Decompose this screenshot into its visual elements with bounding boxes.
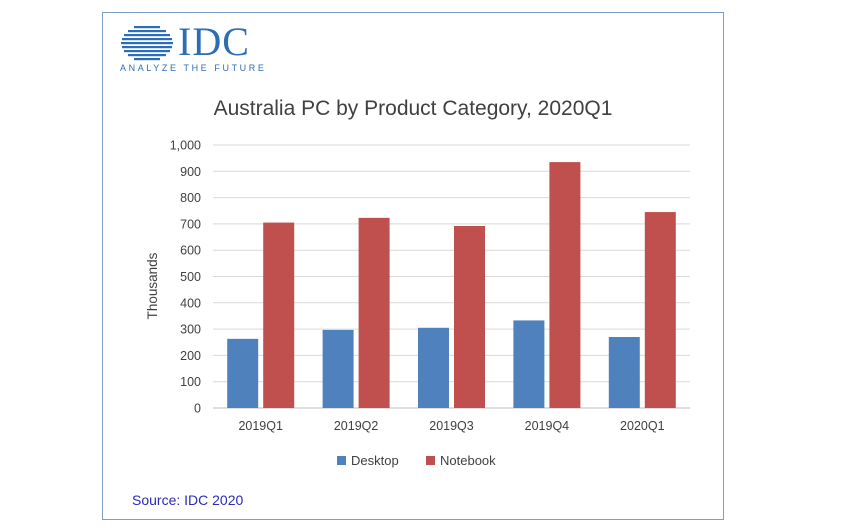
y-tick-label: 500 bbox=[180, 270, 201, 284]
source-note: Source: IDC 2020 bbox=[132, 492, 244, 508]
bar-desktop-2019Q4 bbox=[513, 320, 545, 408]
bar-desktop-2019Q1 bbox=[227, 338, 259, 408]
legend-label-desktop: Desktop bbox=[351, 453, 399, 468]
y-tick-label: 600 bbox=[180, 244, 201, 258]
x-tick-label: 2019Q1 bbox=[238, 419, 283, 433]
x-tick-label: 2019Q3 bbox=[429, 419, 474, 433]
logo-tagline: ANALYZE THE FUTURE bbox=[120, 63, 267, 73]
y-tick-label: 700 bbox=[180, 217, 201, 231]
y-axis-label: Thousands bbox=[145, 252, 160, 319]
bar-notebook-2019Q3 bbox=[454, 226, 485, 408]
x-tick-label: 2020Q1 bbox=[620, 419, 665, 433]
x-tick-label: 2019Q2 bbox=[334, 419, 379, 433]
logo-wordmark: IDC bbox=[178, 19, 250, 64]
legend-swatch-desktop bbox=[337, 456, 346, 465]
y-tick-label: 800 bbox=[180, 191, 201, 205]
y-tick-label: 100 bbox=[180, 375, 201, 389]
idc-logo: IDC ANALYZE THE FUTURE bbox=[120, 20, 264, 76]
bar-notebook-2019Q2 bbox=[358, 217, 390, 408]
legend-label-notebook: Notebook bbox=[440, 453, 496, 468]
y-tick-label: 400 bbox=[180, 296, 201, 310]
y-tick-label: 900 bbox=[180, 165, 201, 179]
bar-notebook-2019Q4 bbox=[549, 162, 581, 408]
legend-swatch-notebook bbox=[426, 456, 435, 465]
bars bbox=[227, 162, 676, 408]
chart-frame bbox=[102, 12, 724, 520]
bar-desktop-2019Q3 bbox=[418, 327, 449, 408]
x-tick-label: 2019Q4 bbox=[525, 419, 570, 433]
legend: Desktop Notebook bbox=[337, 453, 496, 468]
y-tick-label: 200 bbox=[180, 349, 201, 363]
y-tick-label: 0 bbox=[194, 402, 201, 416]
bar-notebook-2020Q1 bbox=[644, 212, 676, 408]
bar-notebook-2019Q1 bbox=[263, 222, 295, 408]
bar-desktop-2019Q2 bbox=[322, 329, 354, 408]
y-tick-label: 1,000 bbox=[170, 139, 201, 153]
chart-title: Australia PC by Product Category, 2020Q1 bbox=[213, 97, 613, 120]
bar-desktop-2020Q1 bbox=[608, 336, 640, 408]
x-tick-labels: 2019Q1 2019Q2 2019Q3 2019Q4 2020Q1 bbox=[238, 419, 664, 433]
globe-icon bbox=[121, 26, 173, 61]
y-tick-label: 300 bbox=[180, 323, 201, 337]
y-tick-labels: 0 100 200 300 400 500 600 700 800 900 1,000 bbox=[170, 139, 201, 416]
